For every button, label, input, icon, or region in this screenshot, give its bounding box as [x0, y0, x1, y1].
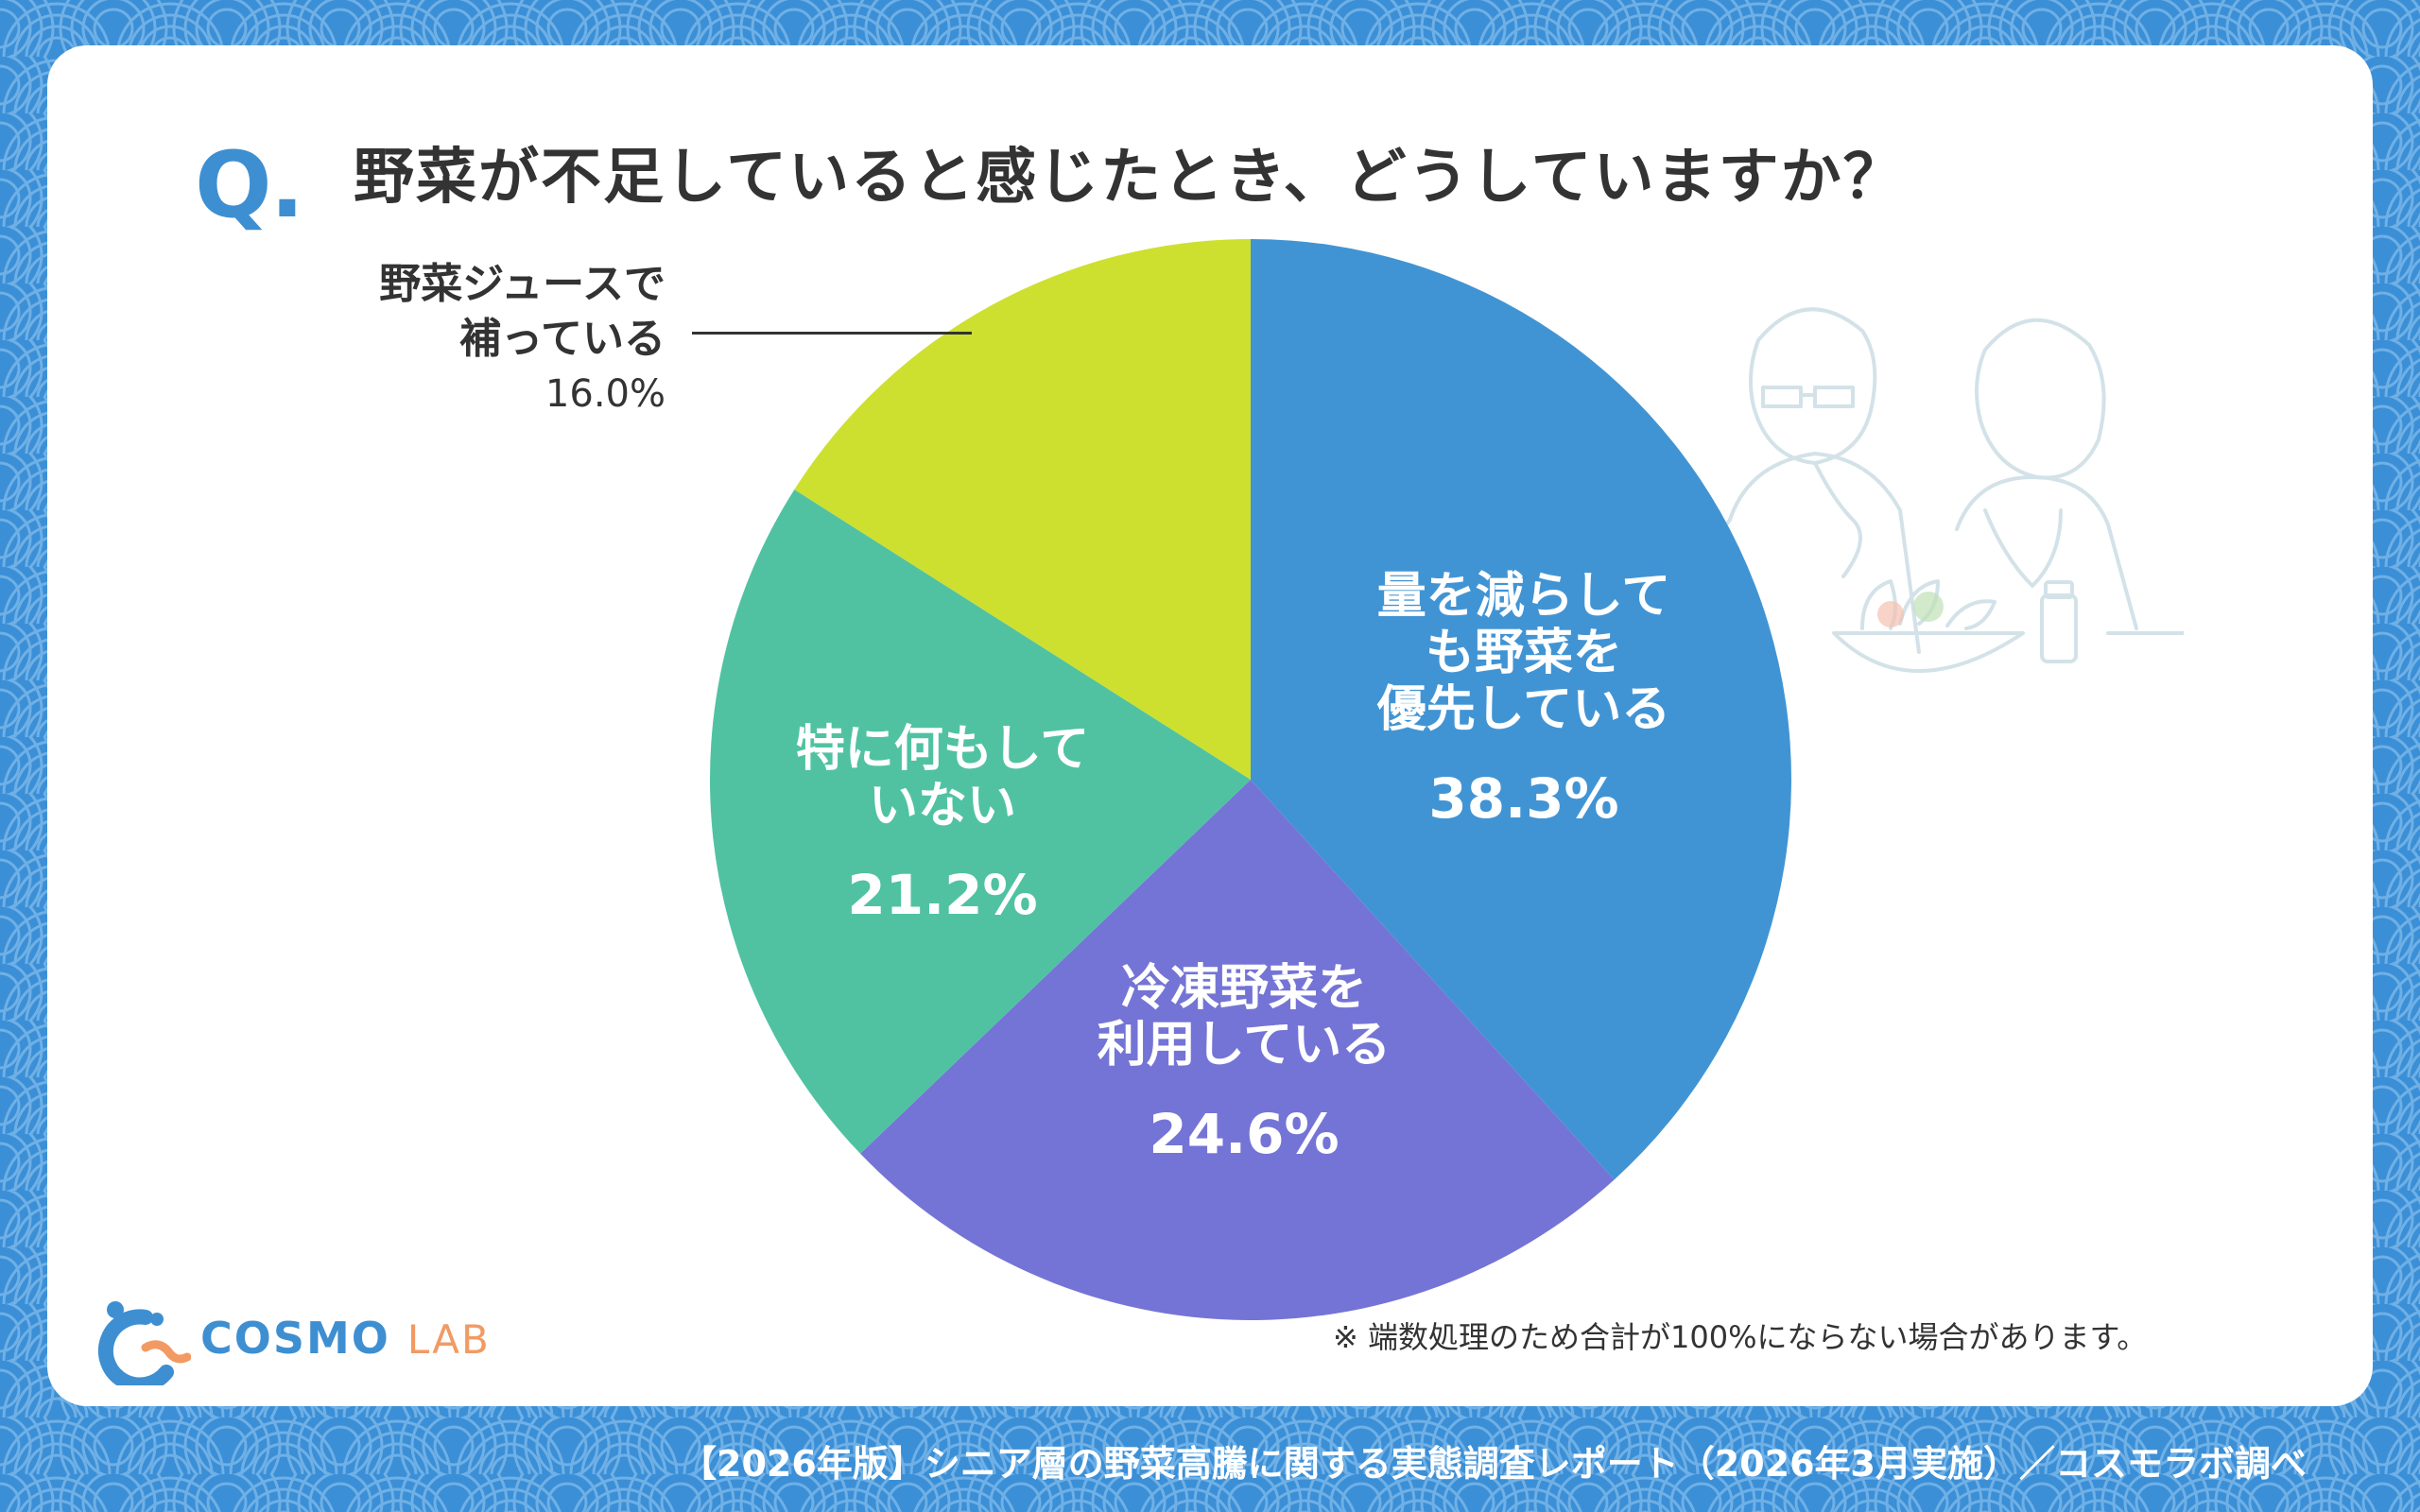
logo-text-lab: LAB: [406, 1316, 491, 1363]
cosmo-lab-logo-icon: [97, 1301, 191, 1385]
slice-label-prioritize-line-1: 量を減らして: [1376, 568, 1671, 625]
slice-value-prioritize: 38.3%: [1428, 766, 1619, 831]
slice-juice: [794, 239, 1251, 780]
slice-label-juice: 野菜ジュースで 補っている 16.0%: [379, 257, 666, 416]
slice-prioritize: [1251, 239, 1791, 1180]
slice-value-nothing: 21.2%: [847, 863, 1038, 927]
footer-source-caption: 【2026年版】シニア層の野菜高騰に関する実態調査レポート（2026年3月実施）…: [681, 1443, 2307, 1485]
slice-label-juice-line-2: 補っている: [459, 315, 666, 363]
slice-nothing: [709, 490, 1251, 1154]
slice-label-frozen-line-2: 利用している: [1097, 1017, 1392, 1074]
slice-value-juice: 16.0%: [544, 372, 666, 416]
question-title: 野菜が不足していると感じたとき、どうしていますか？: [354, 143, 1906, 213]
slice-label-frozen-line-1: 冷凍野菜を: [1120, 960, 1368, 1017]
slice-label-nothing-line-1: 特に何もして: [795, 721, 1090, 778]
slice-label-nothing: 特に何もして いない 21.2%: [796, 721, 1089, 927]
slice-label-nothing-line-2: いない: [868, 778, 1017, 834]
juice-leader-line: [692, 332, 972, 335]
slice-label-prioritize: 量を減らして も野菜を 優先している 38.3%: [1377, 568, 1670, 831]
question-mark-q: Q.: [195, 132, 304, 238]
slice-label-prioritize-line-3: 優先している: [1376, 681, 1671, 738]
slice-label-juice-line-1: 野菜ジュースで: [379, 260, 666, 308]
slice-label-prioritize-line-2: も野菜を: [1425, 625, 1623, 681]
cosmo-lab-logo: COSMO LAB: [91, 1291, 491, 1385]
rounding-note: ※ 端数処理のため合計が100%にならない場合があります。: [1333, 1319, 2148, 1355]
slice-label-frozen: 冷凍野菜を 利用している 24.6%: [1098, 960, 1391, 1166]
logo-text-cosmo: COSMO: [200, 1313, 390, 1364]
slice-frozen: [860, 780, 1615, 1320]
slice-value-frozen: 24.6%: [1149, 1102, 1340, 1166]
